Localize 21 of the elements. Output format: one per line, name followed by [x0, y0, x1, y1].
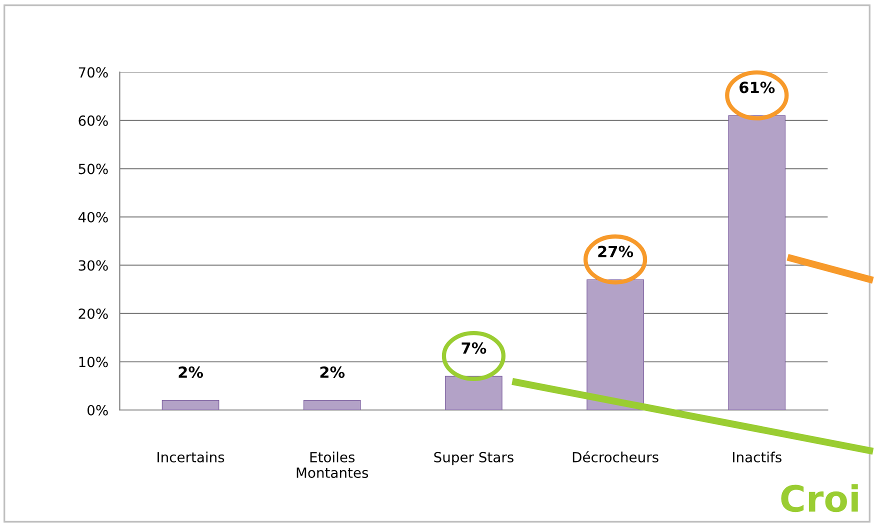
data-label: 7% [462, 342, 486, 354]
y-tick-label: 60% [78, 115, 108, 126]
bar [162, 400, 220, 410]
text: Croi [781, 484, 858, 512]
data-label: 27% [598, 246, 634, 258]
data-label: 61% [740, 82, 775, 94]
x-tick-label: Décrocheurs [572, 451, 658, 462]
x-tick-label: Etoiles Montantes [296, 452, 368, 478]
y-tick-label: 20% [78, 308, 108, 319]
y-tick-label: 70% [78, 67, 108, 78]
x-tick-label: Inactifs [733, 452, 782, 462]
y-tick-label: 0% [88, 404, 108, 416]
bar [303, 400, 361, 410]
y-tick-label: 40% [78, 212, 108, 222]
data-label: 2% [178, 366, 204, 378]
y-tick-label: 50% [78, 164, 108, 174]
x-tick-label: Super Stars [434, 452, 514, 466]
y-tick-label: 10% [79, 356, 108, 368]
x-tick-label: Incertains [158, 452, 224, 462]
y-tick-label: 30% [78, 260, 108, 271]
data-label: 2% [320, 366, 345, 378]
